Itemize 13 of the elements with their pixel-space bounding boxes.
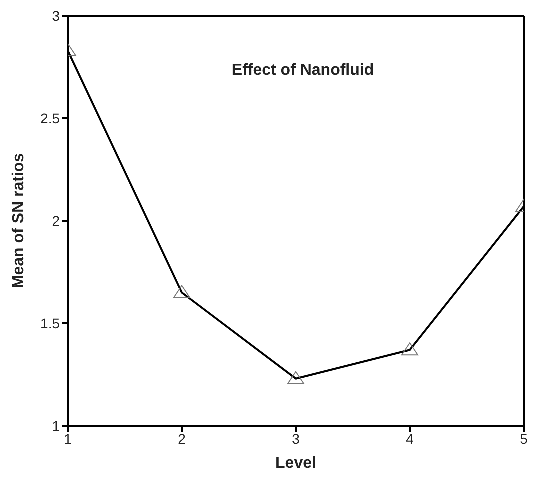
text: Effect of Nanofluid: [230, 62, 376, 80]
x-tick-label: 3: [292, 430, 300, 447]
y-tick-label: 1.5: [40, 315, 60, 332]
y-tick-label: 3: [52, 8, 60, 24]
y-tick-label: 1: [52, 418, 60, 434]
y-tick-label: 2.5: [40, 110, 60, 126]
y-tick-label: 2: [52, 212, 60, 229]
x-tick-label: 2: [178, 430, 186, 447]
x-tick-label: 5: [520, 430, 528, 447]
y-axis-title: Mean of SN ratios: [10, 153, 28, 289]
x-tick-label: 4: [406, 430, 414, 447]
x-tick-label: 1: [64, 430, 72, 447]
x-axis-title: Level: [276, 455, 316, 472]
